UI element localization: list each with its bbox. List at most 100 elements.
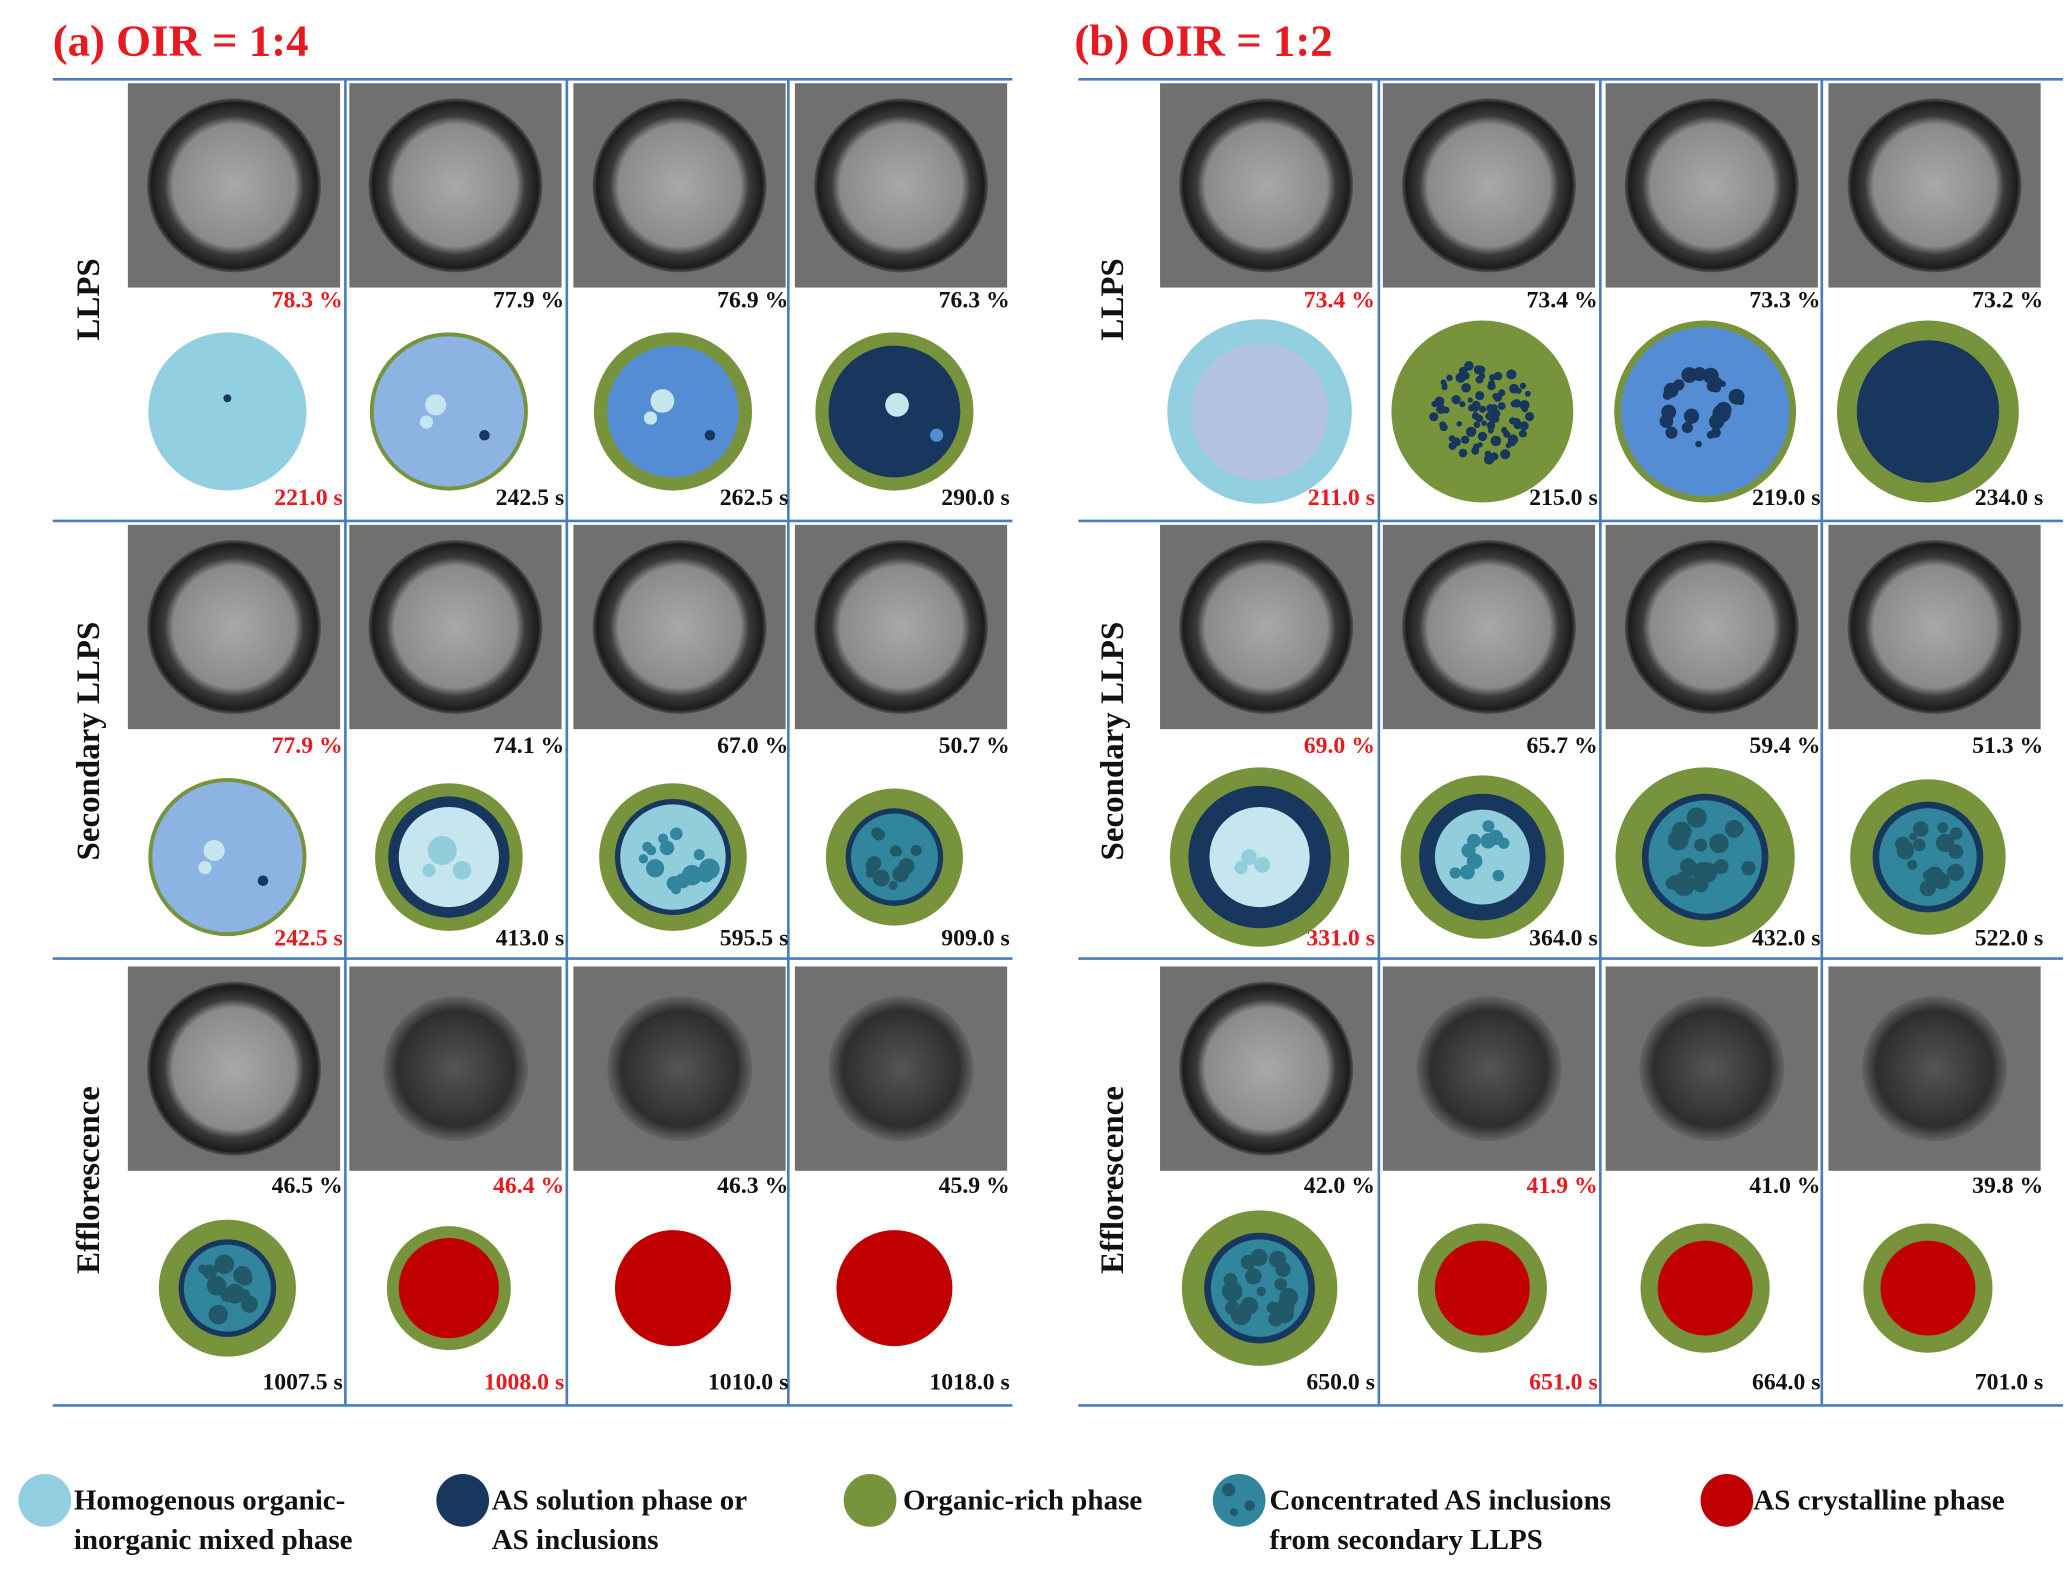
rh-label: 69.0 % [1304, 733, 1375, 759]
schematic-inclusion [638, 854, 649, 864]
schematic-inclusion [1459, 864, 1475, 880]
schematic-layer [1620, 327, 1790, 496]
schematic-inclusion [1728, 388, 1745, 405]
legend-text: inorganic mixed phase [74, 1524, 353, 1556]
time-label: 650.0 s [1306, 1370, 1375, 1396]
schematic-inclusion [1475, 375, 1484, 384]
panel-title: (a) OIR = 1:4 [53, 16, 309, 66]
legend-swatch [1212, 1473, 1266, 1527]
time-label: 1007.5 s [262, 1370, 342, 1396]
schematic-inclusion [930, 428, 944, 442]
schematic-inclusion [1667, 829, 1689, 851]
schematic-inclusion [1439, 421, 1447, 429]
rh-label: 41.0 % [1749, 1173, 1820, 1199]
schematic-inclusion [910, 844, 922, 856]
schematic-inclusion [1440, 379, 1447, 386]
rh-label: 73.4 % [1527, 287, 1598, 313]
schematic-layer [1191, 342, 1329, 481]
legend-swatch [843, 1473, 897, 1527]
schematic-inclusion [198, 861, 212, 875]
schematic-inclusion [1429, 412, 1439, 422]
schematic-inclusion [699, 858, 720, 880]
schematic-inclusion [1947, 863, 1965, 881]
schematic-inclusion [658, 833, 669, 844]
schematic-inclusion [427, 835, 457, 865]
legend-swatch-dot [1222, 1483, 1236, 1497]
time-label: 664.0 s [1752, 1370, 1821, 1396]
time-label: 211.0 s [1308, 485, 1375, 511]
schematic-inclusion [419, 415, 434, 429]
schematic-inclusion [659, 840, 675, 856]
rh-label: 73.3 % [1749, 287, 1820, 313]
schematic-inclusion [1490, 452, 1499, 461]
time-label: 262.5 s [720, 485, 789, 511]
schematic-inclusion [1250, 1248, 1268, 1267]
schematic-layer [373, 336, 525, 487]
schematic-inclusion [1461, 382, 1471, 393]
schematic-inclusion [1224, 1300, 1240, 1316]
schematic-layer [1856, 340, 2000, 483]
schematic-inclusion [1525, 411, 1535, 422]
droplet-image [592, 540, 767, 715]
schematic-inclusion [1482, 820, 1495, 833]
schematic-inclusion [645, 859, 665, 878]
schematic-inclusion [1521, 405, 1528, 413]
droplet-image [146, 540, 321, 715]
schematic-inclusion [1466, 853, 1483, 870]
schematic-inclusion [214, 1254, 235, 1275]
legend-swatch [1700, 1473, 1754, 1527]
rh-label: 74.1 % [493, 733, 564, 759]
droplet-image [146, 981, 321, 1156]
row-label: Efflorescence [71, 1086, 107, 1274]
legend-text: AS inclusions [492, 1524, 659, 1556]
droplet-image [368, 540, 543, 715]
droplet-image [1401, 540, 1576, 715]
panel-title: (b) OIR = 1:2 [1074, 16, 1332, 66]
schematic-inclusion [1685, 410, 1693, 418]
time-label: 290.0 s [941, 485, 1010, 511]
schematic-inclusion [202, 1264, 218, 1280]
schematic-layer [607, 345, 739, 478]
schematic-inclusion [885, 393, 909, 417]
row-label: LLPS [1095, 258, 1131, 340]
schematic-inclusion [1459, 401, 1466, 408]
schematic-inclusion [1266, 1301, 1280, 1314]
legend-swatch-dot [1244, 1500, 1255, 1511]
schematic-inclusion [1665, 426, 1678, 439]
rh-label: 73.4 % [1304, 287, 1375, 313]
rh-label: 39.8 % [1972, 1173, 2043, 1199]
schematic-inclusion [1935, 833, 1955, 853]
schematic-inclusion [1487, 427, 1494, 434]
time-label: 1010.0 s [708, 1370, 788, 1396]
schematic-inclusion [223, 394, 232, 403]
legend-text: Homogenous organic- [74, 1485, 345, 1517]
row-label: Secondary LLPS [71, 622, 107, 861]
schematic-inclusion [1481, 420, 1487, 427]
row-label: LLPS [71, 258, 107, 340]
time-label: 1008.0 s [484, 1370, 564, 1396]
schematic-inclusion [1521, 431, 1527, 437]
schematic-inclusion [1493, 371, 1503, 381]
schematic-layer [620, 804, 726, 910]
droplet-image [607, 996, 753, 1142]
schematic-inclusion [1441, 384, 1448, 391]
schematic-inclusion [1949, 827, 1963, 840]
schematic-inclusion [1487, 382, 1496, 391]
droplet-image [1624, 98, 1799, 273]
schematic-inclusion [1436, 404, 1446, 415]
schematic-inclusion [1692, 367, 1707, 382]
schematic-inclusion [1503, 430, 1511, 438]
schematic-inclusion [1913, 838, 1926, 852]
schematic-inclusion [1519, 382, 1527, 390]
schematic-layer [398, 1238, 499, 1339]
schematic-inclusion [1695, 875, 1708, 888]
schematic-inclusion [1713, 859, 1729, 875]
schematic-inclusion [257, 875, 269, 887]
time-label: 331.0 s [1306, 925, 1375, 951]
schematic-inclusion [1221, 1281, 1243, 1302]
schematic-inclusion [1446, 374, 1453, 382]
schematic-inclusion [1473, 421, 1481, 429]
schematic-inclusion [238, 1271, 253, 1286]
schematic-inclusion [888, 880, 898, 891]
